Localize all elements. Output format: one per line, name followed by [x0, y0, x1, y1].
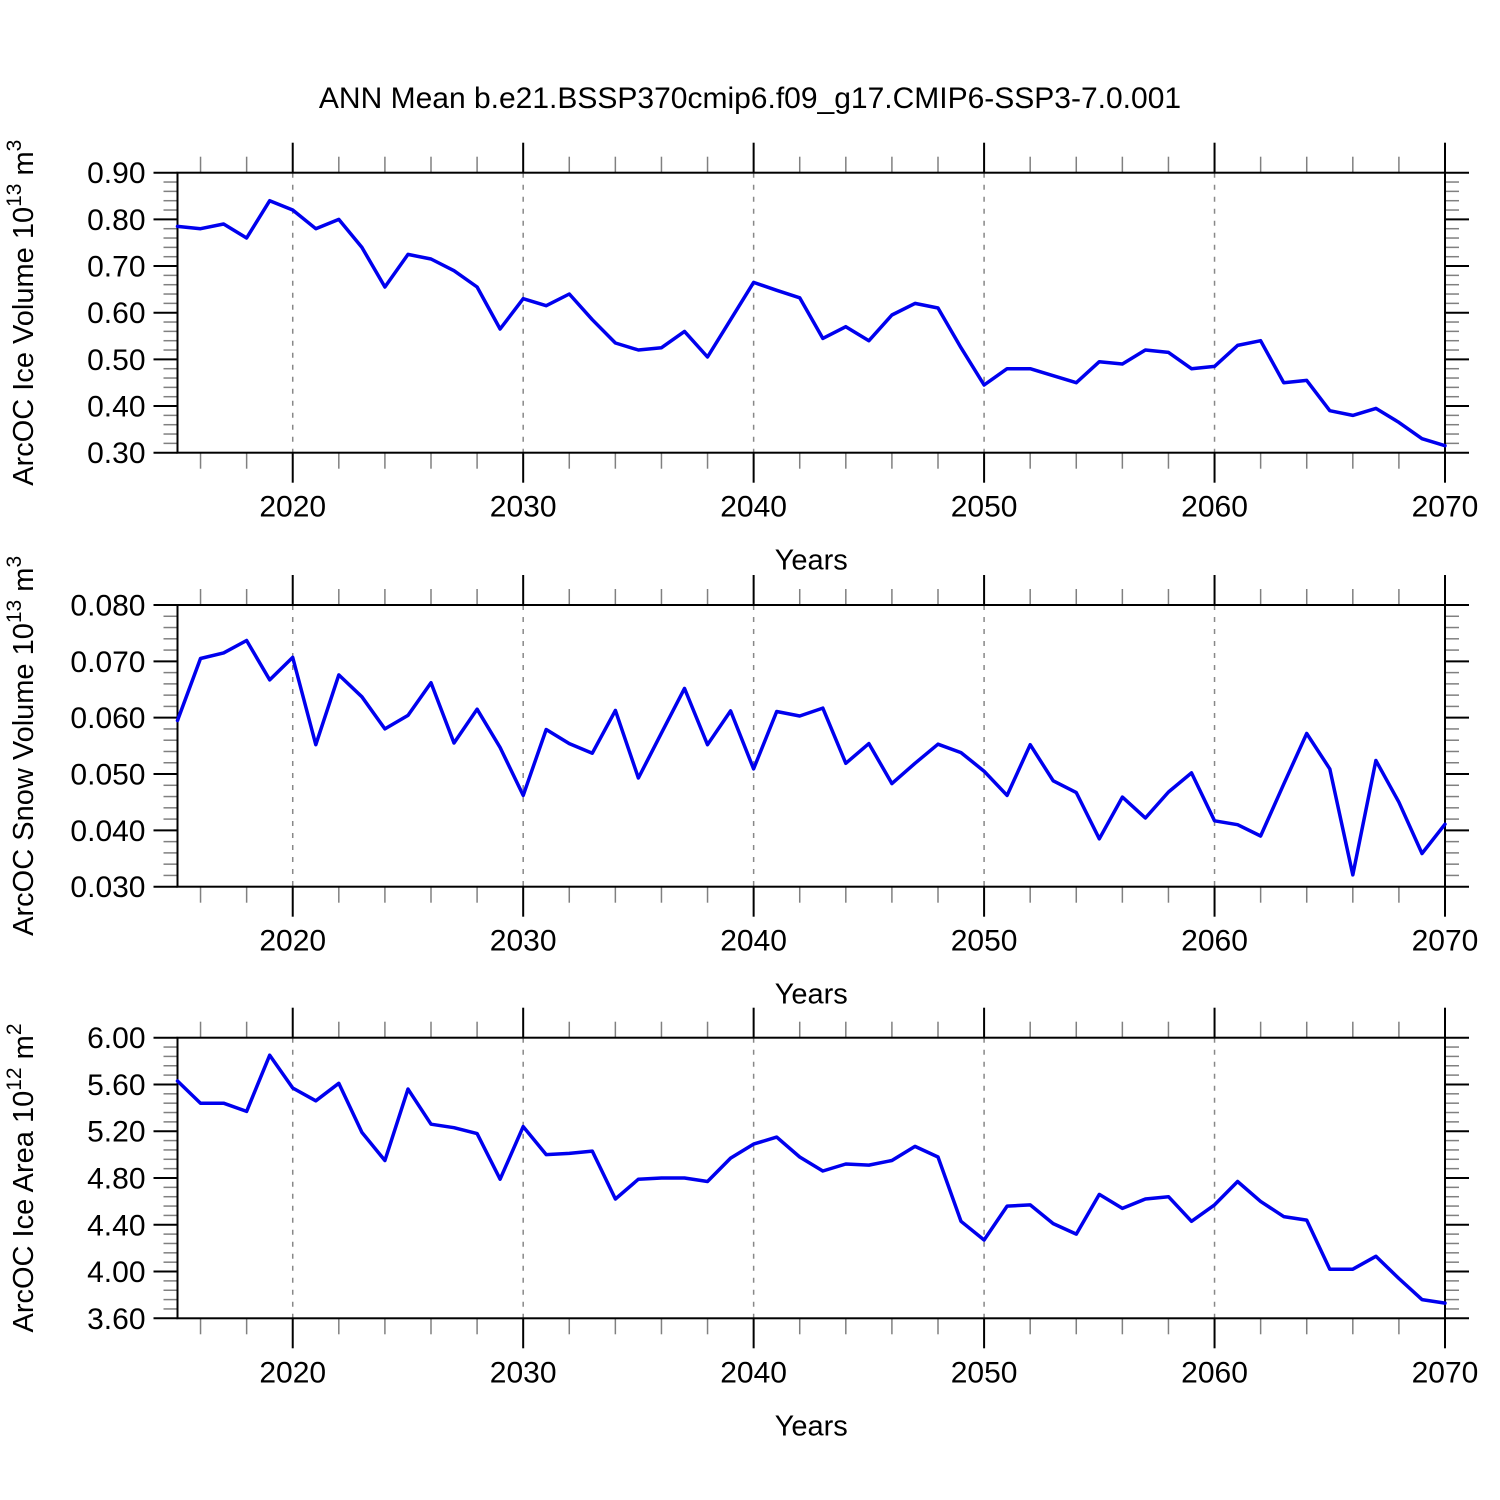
chart-title: ANN Mean b.e21.BSSP370cmip6.f09_g17.CMIP…	[318, 82, 1182, 115]
x-tick-label: 2050	[951, 925, 1018, 958]
y-tick-label: 3.60	[87, 1303, 145, 1336]
y-tick-label: 0.40	[87, 391, 145, 424]
x-tick-label: 2030	[490, 491, 557, 524]
x-tick-label: 2060	[1181, 925, 1248, 958]
ice-area-y-minor-ticks	[163, 1046, 1459, 1310]
y-tick-label: 0.30	[87, 437, 145, 470]
snow-volume-y-minor-ticks	[163, 615, 1459, 877]
ice-area-series-line	[175, 1053, 1447, 1305]
ice-volume-y-axis-title: ArcOC Ice Volume 1013 m3	[3, 140, 40, 486]
ice-volume-y-minor-ticks	[163, 181, 1459, 445]
snow-volume-series-line	[175, 638, 1447, 877]
y-tick-label: 0.040	[70, 815, 145, 848]
x-tick-label: 2030	[490, 1356, 557, 1389]
x-tick-label: 2050	[951, 1356, 1018, 1389]
snow-volume-y-axis-title: ArcOC Snow Volume 1013 m3	[3, 556, 40, 936]
x-tick-label: 2070	[1412, 491, 1479, 524]
y-tick-label: 6.00	[87, 1022, 145, 1055]
ice-area-plot-border	[176, 1036, 1446, 1320]
x-tick-label: 2070	[1412, 1356, 1479, 1389]
ice-area-x-minor-ticks	[199, 1021, 1400, 1335]
ice-area-x-major-ticks: 2020 2030 2040 2050 2060 2070	[259, 1007, 1479, 1389]
ice-area-panel: 2020 2030 2040 2050 2060 2070 3.60 4.00 4.40 4.80…	[3, 1007, 1479, 1442]
y-tick-label: 0.050	[70, 759, 145, 792]
ice-volume-x-minor-ticks	[199, 156, 1400, 469]
y-tick-label: 0.070	[70, 646, 145, 679]
ice-volume-plot-border	[176, 171, 1446, 454]
snow-volume-x-major-ticks: 2020 2030 2040 2050 2060 2070	[259, 575, 1478, 958]
y-tick-label: 0.080	[70, 590, 145, 623]
y-tick-label: 5.60	[87, 1069, 145, 1102]
snow-volume-plot-border	[176, 604, 1446, 888]
ice-volume-y-major-ticks: 0.30 0.40 0.50 0.60 0.70 0.80 0.90	[87, 157, 1469, 470]
y-tick-label: 0.50	[87, 344, 145, 377]
y-tick-label: 0.030	[70, 871, 145, 904]
y-tick-label: 5.20	[87, 1116, 145, 1149]
y-tick-label: 0.70	[87, 251, 145, 284]
x-tick-label: 2050	[951, 491, 1018, 524]
x-tick-label: 2020	[259, 925, 326, 958]
y-tick-label: 0.060	[70, 702, 145, 735]
ice-volume-panel: 2020 2030 2040 2050 2060 2070 0.30 0.40 0.50 0.60…	[3, 140, 1478, 577]
x-tick-label: 2070	[1412, 925, 1479, 958]
snow-volume-y-major-ticks: 0.030 0.040 0.050 0.060 0.070 0.080	[70, 590, 1469, 904]
y-tick-label: 4.40	[87, 1209, 145, 1242]
x-tick-label: 2040	[720, 491, 787, 524]
x-tick-label: 2020	[259, 1356, 326, 1389]
y-tick-label: 4.00	[87, 1256, 145, 1289]
ice-volume-gridlines	[291, 172, 1216, 453]
x-tick-label: 2030	[490, 925, 557, 958]
y-tick-label: 0.60	[87, 297, 145, 330]
snow-volume-panel: 2020 2030 2040 2050 2060 20700.0300.0400.0500…	[3, 556, 1478, 1011]
ice-volume-x-major-ticks: 2020 2030 2040 2050 2060 2070	[259, 142, 1479, 524]
snow-volume-x-axis-title: Years	[775, 979, 848, 1011]
x-tick-label: 2020	[259, 491, 326, 524]
x-tick-label: 2040	[720, 925, 787, 958]
x-tick-label: 2060	[1181, 491, 1248, 524]
ice-volume-x-axis-title: Years	[775, 545, 848, 577]
x-tick-label: 2060	[1181, 1356, 1248, 1389]
y-tick-label: 0.80	[87, 204, 145, 237]
ice-area-y-axis-title: ArcOC Ice Area 1012 m2	[3, 1023, 40, 1332]
ice-volume-series-line	[175, 198, 1447, 448]
ice-area-gridlines	[291, 1037, 1216, 1319]
ice-area-y-major-ticks: 3.60 4.00 4.40 4.80 5.20 5.60 6.00	[87, 1022, 1469, 1336]
snow-volume-gridlines	[291, 605, 1216, 887]
y-tick-label: 0.90	[87, 157, 145, 190]
y-tick-label: 4.80	[87, 1163, 145, 1196]
x-tick-label: 2040	[720, 1356, 787, 1389]
ice-area-x-axis-title: Years	[775, 1410, 848, 1442]
snow-volume-x-minor-ticks	[199, 589, 1400, 903]
